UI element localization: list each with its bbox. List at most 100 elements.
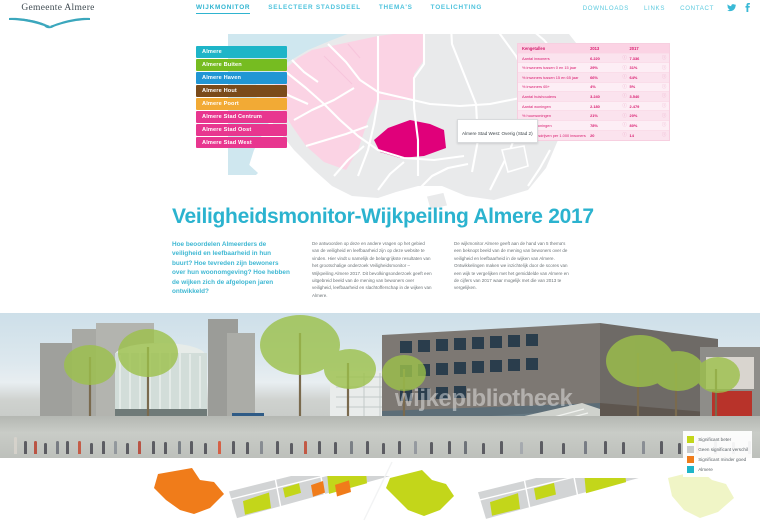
row-value-2017: 2.479 [629, 103, 640, 109]
district-item-7[interactable]: Almere Stad West [196, 136, 287, 149]
logo-wordmark: Gemeente Almere [21, 3, 95, 13]
mini-map-callout-orange[interactable] [140, 466, 270, 524]
col-header-label: Kengetallen [522, 45, 546, 51]
row-value-2013: 21% [590, 113, 598, 119]
intro-body-text-2: De wijkmonitor Almere geeft aan de hand … [454, 241, 569, 291]
info-icon[interactable]: ⓘ [661, 83, 667, 89]
district-item-1[interactable]: Almere Buiten [196, 58, 287, 71]
info-icon[interactable]: ⓘ [661, 74, 667, 80]
site-logo[interactable]: Gemeente Almere [8, 3, 108, 33]
row-value-2013: 66% [590, 74, 598, 80]
district-label: Almere Poort [202, 100, 239, 107]
twitter-icon[interactable] [727, 3, 737, 15]
info-icon[interactable]: ⓘ [622, 55, 627, 61]
legend-swatch-geen-verschil [687, 445, 695, 453]
col-header-2013: 2013 [590, 45, 600, 51]
utility-navigation[interactable]: DOWNLOADS LINKS CONTACT [583, 5, 714, 12]
nav-item-downloads[interactable]: DOWNLOADS [582, 5, 629, 12]
district-selector-list[interactable]: Almere Almere Buiten Almere Haven Almere… [196, 46, 287, 150]
almere-district-map[interactable] [228, 0, 588, 215]
info-icon[interactable]: ⓘ [661, 132, 667, 138]
nav-item-links[interactable]: LINKS [643, 5, 666, 12]
row-value-2013: 2.180 [590, 103, 600, 109]
row-label: Aantal misdrijven per 1.000 inwoners [522, 132, 586, 138]
district-label: Almere Stad Centrum [202, 113, 263, 120]
row-value-2013: 78% [590, 122, 598, 128]
mini-map-callout-right[interactable] [660, 460, 760, 522]
hero-photo: wijkepibliotheek [0, 313, 760, 458]
mini-map-tilted-2[interactable] [468, 478, 668, 524]
district-label: Almere Stad Oost [202, 126, 252, 133]
district-item-2[interactable]: Almere Haven [196, 71, 287, 84]
legend-label: Significant beter [698, 436, 732, 442]
water-body [228, 0, 528, 175]
district-item-4[interactable]: Almere Poort [196, 97, 287, 110]
primary-navigation[interactable]: WIJKMONITOR SELECTEER STADSDEEL THEMA'S … [196, 4, 482, 14]
nav-item-themas[interactable]: THEMA'S [378, 4, 413, 11]
row-label: % inwoners tussen 15 en 65 jaar [522, 74, 579, 80]
info-icon[interactable]: ⓘ [661, 112, 667, 118]
intro-lead-text: Hoe beoordelen Almeerders de veiligheid … [172, 241, 290, 296]
mini-map-tilted-1[interactable] [215, 476, 405, 524]
legend-swatch-almere [687, 465, 695, 473]
district-item-5[interactable]: Almere Stad Centrum [196, 110, 287, 123]
legend-label: Almere [698, 466, 713, 472]
row-value-2017: 31% [629, 65, 638, 71]
map-hero-section: Almere Almere Buiten Almere Haven Almere… [172, 0, 670, 299]
info-icon[interactable]: ⓘ [622, 132, 627, 138]
intro-columns: Hoe beoordelen Almeerders de veiligheid … [172, 240, 592, 299]
social-links[interactable] [727, 3, 752, 15]
legend-label: Geen significant verschil [698, 446, 748, 452]
legend-item: Significant minder goed [687, 454, 748, 464]
almere-swoosh-logo-icon [9, 17, 90, 29]
site-header: Gemeente Almere WIJKMONITOR SELECTEER ST… [0, 0, 760, 34]
info-icon[interactable]: ⓘ [661, 64, 667, 70]
info-icon[interactable]: ⓘ [622, 83, 627, 89]
table-row: % inwoners tussen 0 en 15 jaar 29% ⓘ 31%… [518, 63, 669, 73]
facebook-icon[interactable] [743, 3, 752, 15]
table-row: % huurwoningen 21% ⓘ 20% ⓘ [518, 111, 669, 121]
nav-item-toelichting[interactable]: TOELICHTING [430, 4, 483, 11]
row-label: Aantal inwoners [522, 55, 550, 61]
info-icon[interactable]: ⓘ [661, 55, 667, 61]
info-icon[interactable]: ⓘ [661, 122, 667, 128]
info-icon[interactable]: ⓘ [622, 93, 627, 99]
row-label: Aantal huishoudens [522, 93, 557, 99]
info-icon[interactable]: ⓘ [622, 64, 627, 70]
district-item-0[interactable]: Almere [196, 46, 287, 58]
info-icon[interactable]: ⓘ [622, 112, 627, 118]
table-row: % inwoners tussen 15 en 65 jaar 66% ⓘ 64… [518, 72, 669, 83]
mini-map-divider-1 [363, 461, 393, 521]
theme-mini-maps-section [0, 458, 760, 524]
district-label: Almere Stad West [202, 139, 252, 146]
info-icon[interactable]: ⓘ [661, 103, 667, 109]
nav-item-selecteer-stadsdeel[interactable]: SELECTEER STADSDEEL [268, 4, 361, 11]
table-row: Aantal huishoudens 3.240 ⓘ 3.540 ⓘ [518, 92, 669, 102]
photo-watermark: wijkepibliotheek [395, 385, 573, 412]
district-item-3[interactable]: Almere Hout [196, 84, 287, 97]
legend-label: Significant minder goed [698, 456, 747, 462]
row-value-2017: 7.336 [629, 55, 640, 61]
nav-item-wijkmonitor[interactable]: WIJKMONITOR [196, 4, 251, 14]
row-value-2017: 3.540 [629, 93, 640, 99]
district-item-6[interactable]: Almere Stad Oost [196, 123, 287, 136]
col-header-2017: 2017 [629, 45, 639, 51]
map-tooltip-label: Almere Stad West: Overig (Stad 2) [462, 131, 533, 136]
info-icon[interactable]: ⓘ [661, 93, 667, 99]
crowd-of-people [0, 428, 760, 454]
row-label: % huurwoningen [522, 113, 551, 119]
legend-swatch-minder-goed [687, 455, 695, 463]
legend-item: Geen significant verschil [687, 444, 748, 454]
mini-map-callout-green[interactable] [378, 464, 488, 522]
table-row: Aantal inwoners 6.220 ⓘ 7.336 ⓘ [518, 53, 669, 64]
info-icon[interactable]: ⓘ [622, 122, 627, 128]
nav-item-contact[interactable]: CONTACT [680, 5, 714, 12]
row-label: Aantal woningen [522, 103, 551, 109]
table-row: Aantal misdrijven per 1.000 inwoners 20 … [518, 130, 669, 141]
row-label: % inwoners 65+ [522, 84, 550, 90]
intro-body-text-1: De antwoorden op deze en andere vragen o… [312, 241, 432, 298]
row-value-2013: 6.220 [590, 55, 600, 61]
info-icon[interactable]: ⓘ [622, 103, 627, 109]
info-icon[interactable]: ⓘ [622, 74, 627, 80]
